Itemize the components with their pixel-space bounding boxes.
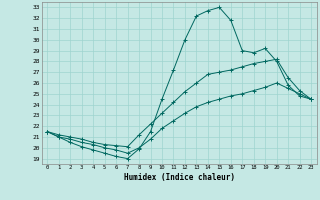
X-axis label: Humidex (Indice chaleur): Humidex (Indice chaleur) — [124, 173, 235, 182]
